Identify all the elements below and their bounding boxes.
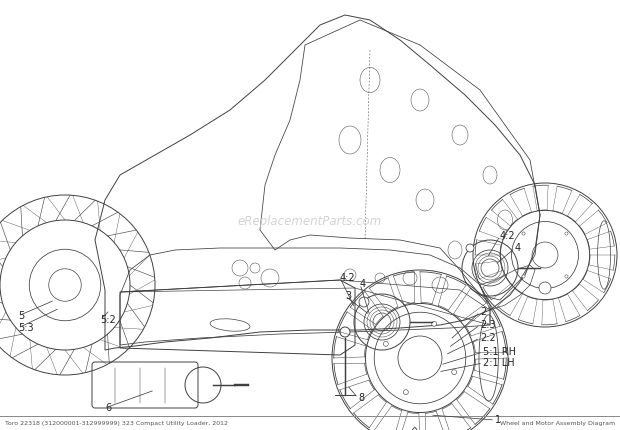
Text: Toro 22318 (312000001-312999999) 323 Compact Utility Loader, 2012: Toro 22318 (312000001-312999999) 323 Com… [5,421,228,427]
Circle shape [452,370,456,375]
Circle shape [404,390,409,395]
Text: 5:2: 5:2 [100,315,116,325]
Circle shape [565,275,568,278]
Text: 3: 3 [345,291,351,301]
Circle shape [466,244,474,252]
Text: 4:2: 4:2 [340,273,356,283]
Text: Wheel and Motor Assembly Diagram: Wheel and Motor Assembly Diagram [500,421,615,427]
Text: 2: 2 [480,307,486,317]
Circle shape [522,275,525,278]
Text: 1: 1 [495,415,501,425]
Circle shape [359,297,369,307]
Circle shape [539,282,551,294]
Circle shape [412,428,417,430]
Circle shape [340,327,350,337]
Circle shape [432,321,436,326]
Text: eReplacementParts.com: eReplacementParts.com [238,215,382,228]
Text: 5: 5 [18,311,24,321]
Text: 8: 8 [358,393,364,403]
Text: 4: 4 [360,279,366,289]
Text: 2:2: 2:2 [480,333,496,343]
Text: 5:3: 5:3 [18,323,33,333]
Text: 6: 6 [105,403,111,413]
Circle shape [383,341,388,346]
Text: 2:3: 2:3 [480,320,495,330]
Text: 4:2: 4:2 [500,231,516,241]
Circle shape [522,232,525,235]
Text: 2:1 LH: 2:1 LH [483,358,515,368]
Circle shape [565,232,568,235]
Text: 5:1 RH: 5:1 RH [483,347,516,357]
Text: 4: 4 [515,243,521,253]
